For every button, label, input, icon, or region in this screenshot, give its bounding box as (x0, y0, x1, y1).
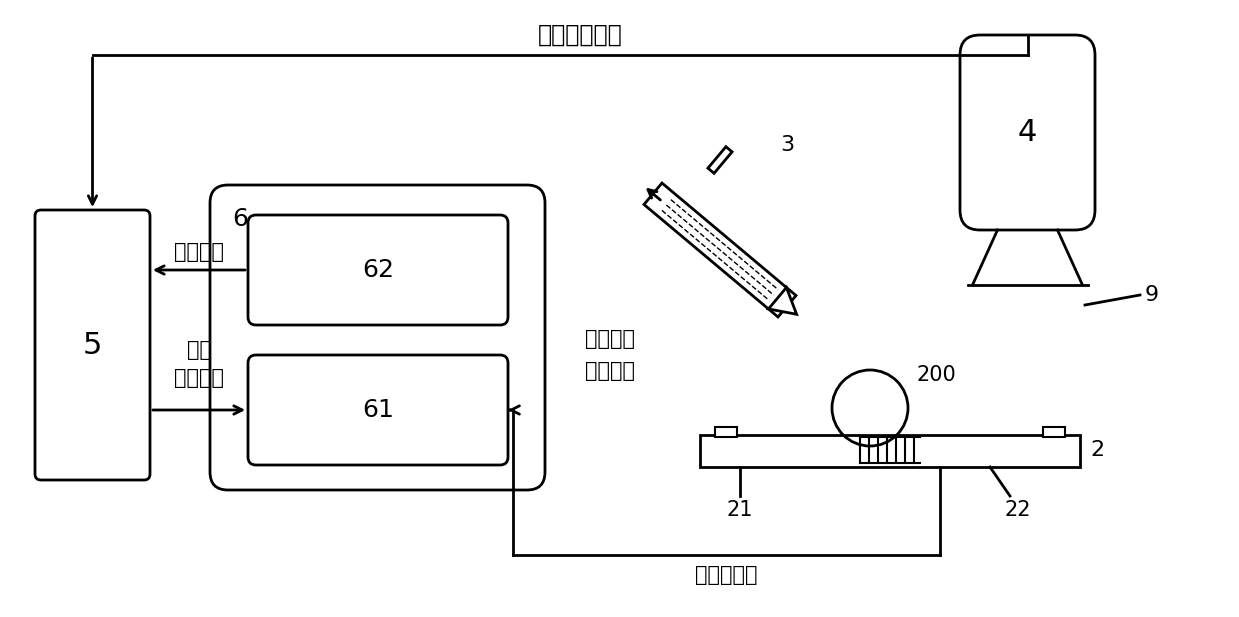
FancyBboxPatch shape (960, 35, 1095, 230)
Bar (1043, 427, 1066, 437)
Text: 测量温度值: 测量温度值 (695, 565, 758, 585)
Text: 测量数据: 测量数据 (173, 242, 224, 262)
Text: 21: 21 (727, 500, 753, 520)
Text: 2: 2 (1090, 440, 1104, 460)
Text: 9: 9 (1145, 285, 1160, 305)
Polygon shape (768, 288, 797, 314)
Text: 61: 61 (362, 398, 394, 422)
FancyBboxPatch shape (248, 215, 508, 325)
Text: 200: 200 (916, 365, 955, 385)
FancyBboxPatch shape (248, 355, 508, 465)
Text: 红外成像图像: 红外成像图像 (538, 23, 622, 47)
FancyBboxPatch shape (209, 185, 545, 490)
Bar (715, 427, 737, 437)
Text: 4: 4 (1017, 118, 1037, 147)
Bar (700, 435, 1080, 467)
Text: 5: 5 (83, 331, 102, 360)
Text: 62: 62 (362, 258, 394, 282)
Polygon shape (644, 183, 795, 317)
Text: 6: 6 (232, 207, 248, 231)
Text: 激光加热
功率输入: 激光加热 功率输入 (585, 329, 636, 381)
FancyBboxPatch shape (35, 210, 150, 480)
Text: 22: 22 (1005, 500, 1032, 520)
Text: 3: 3 (781, 135, 794, 155)
Polygon shape (707, 147, 732, 173)
Text: 设定
温度程序: 设定 温度程序 (173, 340, 224, 388)
